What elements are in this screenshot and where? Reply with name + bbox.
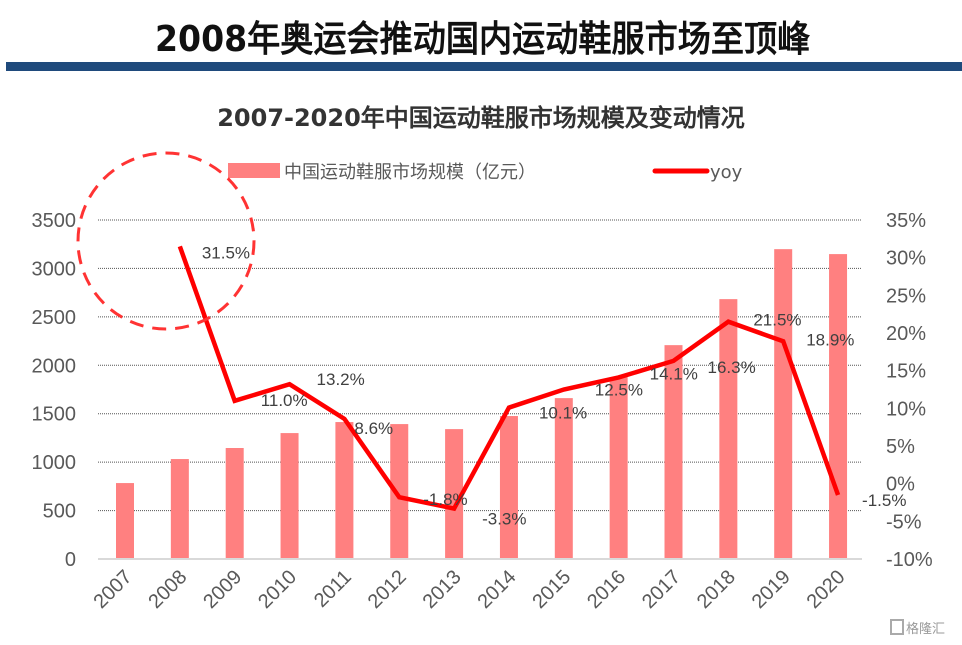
- yoy-data-label: -1.5%: [862, 491, 906, 510]
- x-tick-label: 2015: [528, 566, 575, 613]
- y-left-tick-label: 0: [65, 549, 76, 571]
- y-right-tick-label: 35%: [886, 210, 926, 232]
- bar-2017: [664, 345, 683, 559]
- y-right-tick-label: 20%: [886, 323, 926, 345]
- x-tick-label: 2016: [583, 566, 630, 613]
- yoy-data-label: 14.1%: [650, 364, 698, 383]
- y-right-tick-label: 15%: [886, 361, 926, 383]
- y-left-tick-label: 3500: [32, 210, 77, 232]
- bar-2013: [445, 429, 464, 559]
- y-left-tick-label: 2000: [32, 355, 77, 377]
- bar-2016: [609, 377, 628, 559]
- bar-2018: [719, 299, 738, 559]
- yoy-data-label: 31.5%: [202, 243, 250, 262]
- page-title: 2008年奥运会推动国内运动鞋服市场至顶峰: [155, 19, 811, 60]
- legend-line-label: yoy: [710, 162, 743, 183]
- yoy-data-label: 8.6%: [354, 419, 393, 438]
- yoy-data-label: 21.5%: [753, 311, 801, 330]
- y-right-tick-label: -10%: [886, 549, 933, 571]
- bar-2012: [390, 424, 409, 559]
- y-right-tick-label: 0%: [886, 474, 915, 496]
- x-tick-label: 2008: [144, 566, 191, 613]
- y-right-tick-label: 5%: [886, 436, 915, 458]
- bar-2009: [225, 448, 244, 559]
- annotation-dashed-circle: [76, 151, 256, 331]
- y-left-tick-label: 1000: [32, 452, 77, 474]
- y-left-tick-label: 1500: [32, 404, 77, 426]
- x-tick-label: 2009: [199, 566, 246, 613]
- yoy-data-label: 18.9%: [806, 330, 854, 349]
- bar-2020: [829, 254, 848, 559]
- watermark-text: 格隆汇: [906, 621, 945, 637]
- bar-2015: [554, 398, 573, 559]
- yoy-data-label: 10.1%: [539, 404, 587, 423]
- yoy-data-label: -1.8%: [423, 490, 467, 509]
- bar-2019: [774, 249, 793, 560]
- x-tick-label: 2018: [693, 566, 740, 613]
- title-divider: [6, 62, 962, 71]
- x-tick-label: 2013: [419, 566, 466, 613]
- yoy-data-label: 12.5%: [595, 381, 643, 400]
- x-tick-label: 2010: [254, 566, 301, 613]
- x-tick-label: 2014: [473, 566, 520, 613]
- y-left-tick-label: 500: [43, 501, 76, 523]
- bar-2010: [280, 433, 299, 559]
- x-tick-label: 2007: [90, 566, 137, 613]
- bar-2011: [335, 422, 354, 559]
- legend-bar-label: 中国运动鞋服市场规模（亿元）: [284, 162, 536, 183]
- x-tick-label: 2017: [638, 566, 685, 613]
- yoy-data-label: 16.3%: [708, 358, 756, 377]
- x-tick-label: 2019: [748, 566, 795, 613]
- bar-2007: [116, 483, 134, 559]
- y-right-tick-label: 30%: [886, 248, 926, 270]
- x-tick-label: 2020: [803, 566, 850, 613]
- legend: 中国运动鞋服市场规模（亿元） yoy: [228, 162, 743, 183]
- yoy-data-label: 11.0%: [261, 391, 308, 410]
- yoy-data-label: 13.2%: [317, 370, 365, 389]
- y-left-tick-label: 2500: [32, 307, 77, 329]
- legend-bar-swatch: [228, 163, 280, 178]
- y-right-tick-label: 25%: [886, 285, 926, 307]
- bar-2008: [170, 459, 189, 559]
- bar-2014: [499, 416, 518, 559]
- yoy-line: [177, 245, 841, 512]
- x-tick-label: 2012: [364, 566, 411, 613]
- chart-title: 2007-2020年中国运动鞋服市场规模及变动情况: [217, 104, 745, 132]
- y-right-tick-label: 10%: [886, 398, 926, 420]
- watermark: 格隆汇: [890, 619, 945, 637]
- y-left-tick-label: 3000: [32, 258, 77, 280]
- x-tick-label: 2011: [310, 566, 356, 612]
- yoy-data-label: -3.3%: [482, 510, 526, 529]
- y-right-tick-label: -5%: [886, 511, 922, 533]
